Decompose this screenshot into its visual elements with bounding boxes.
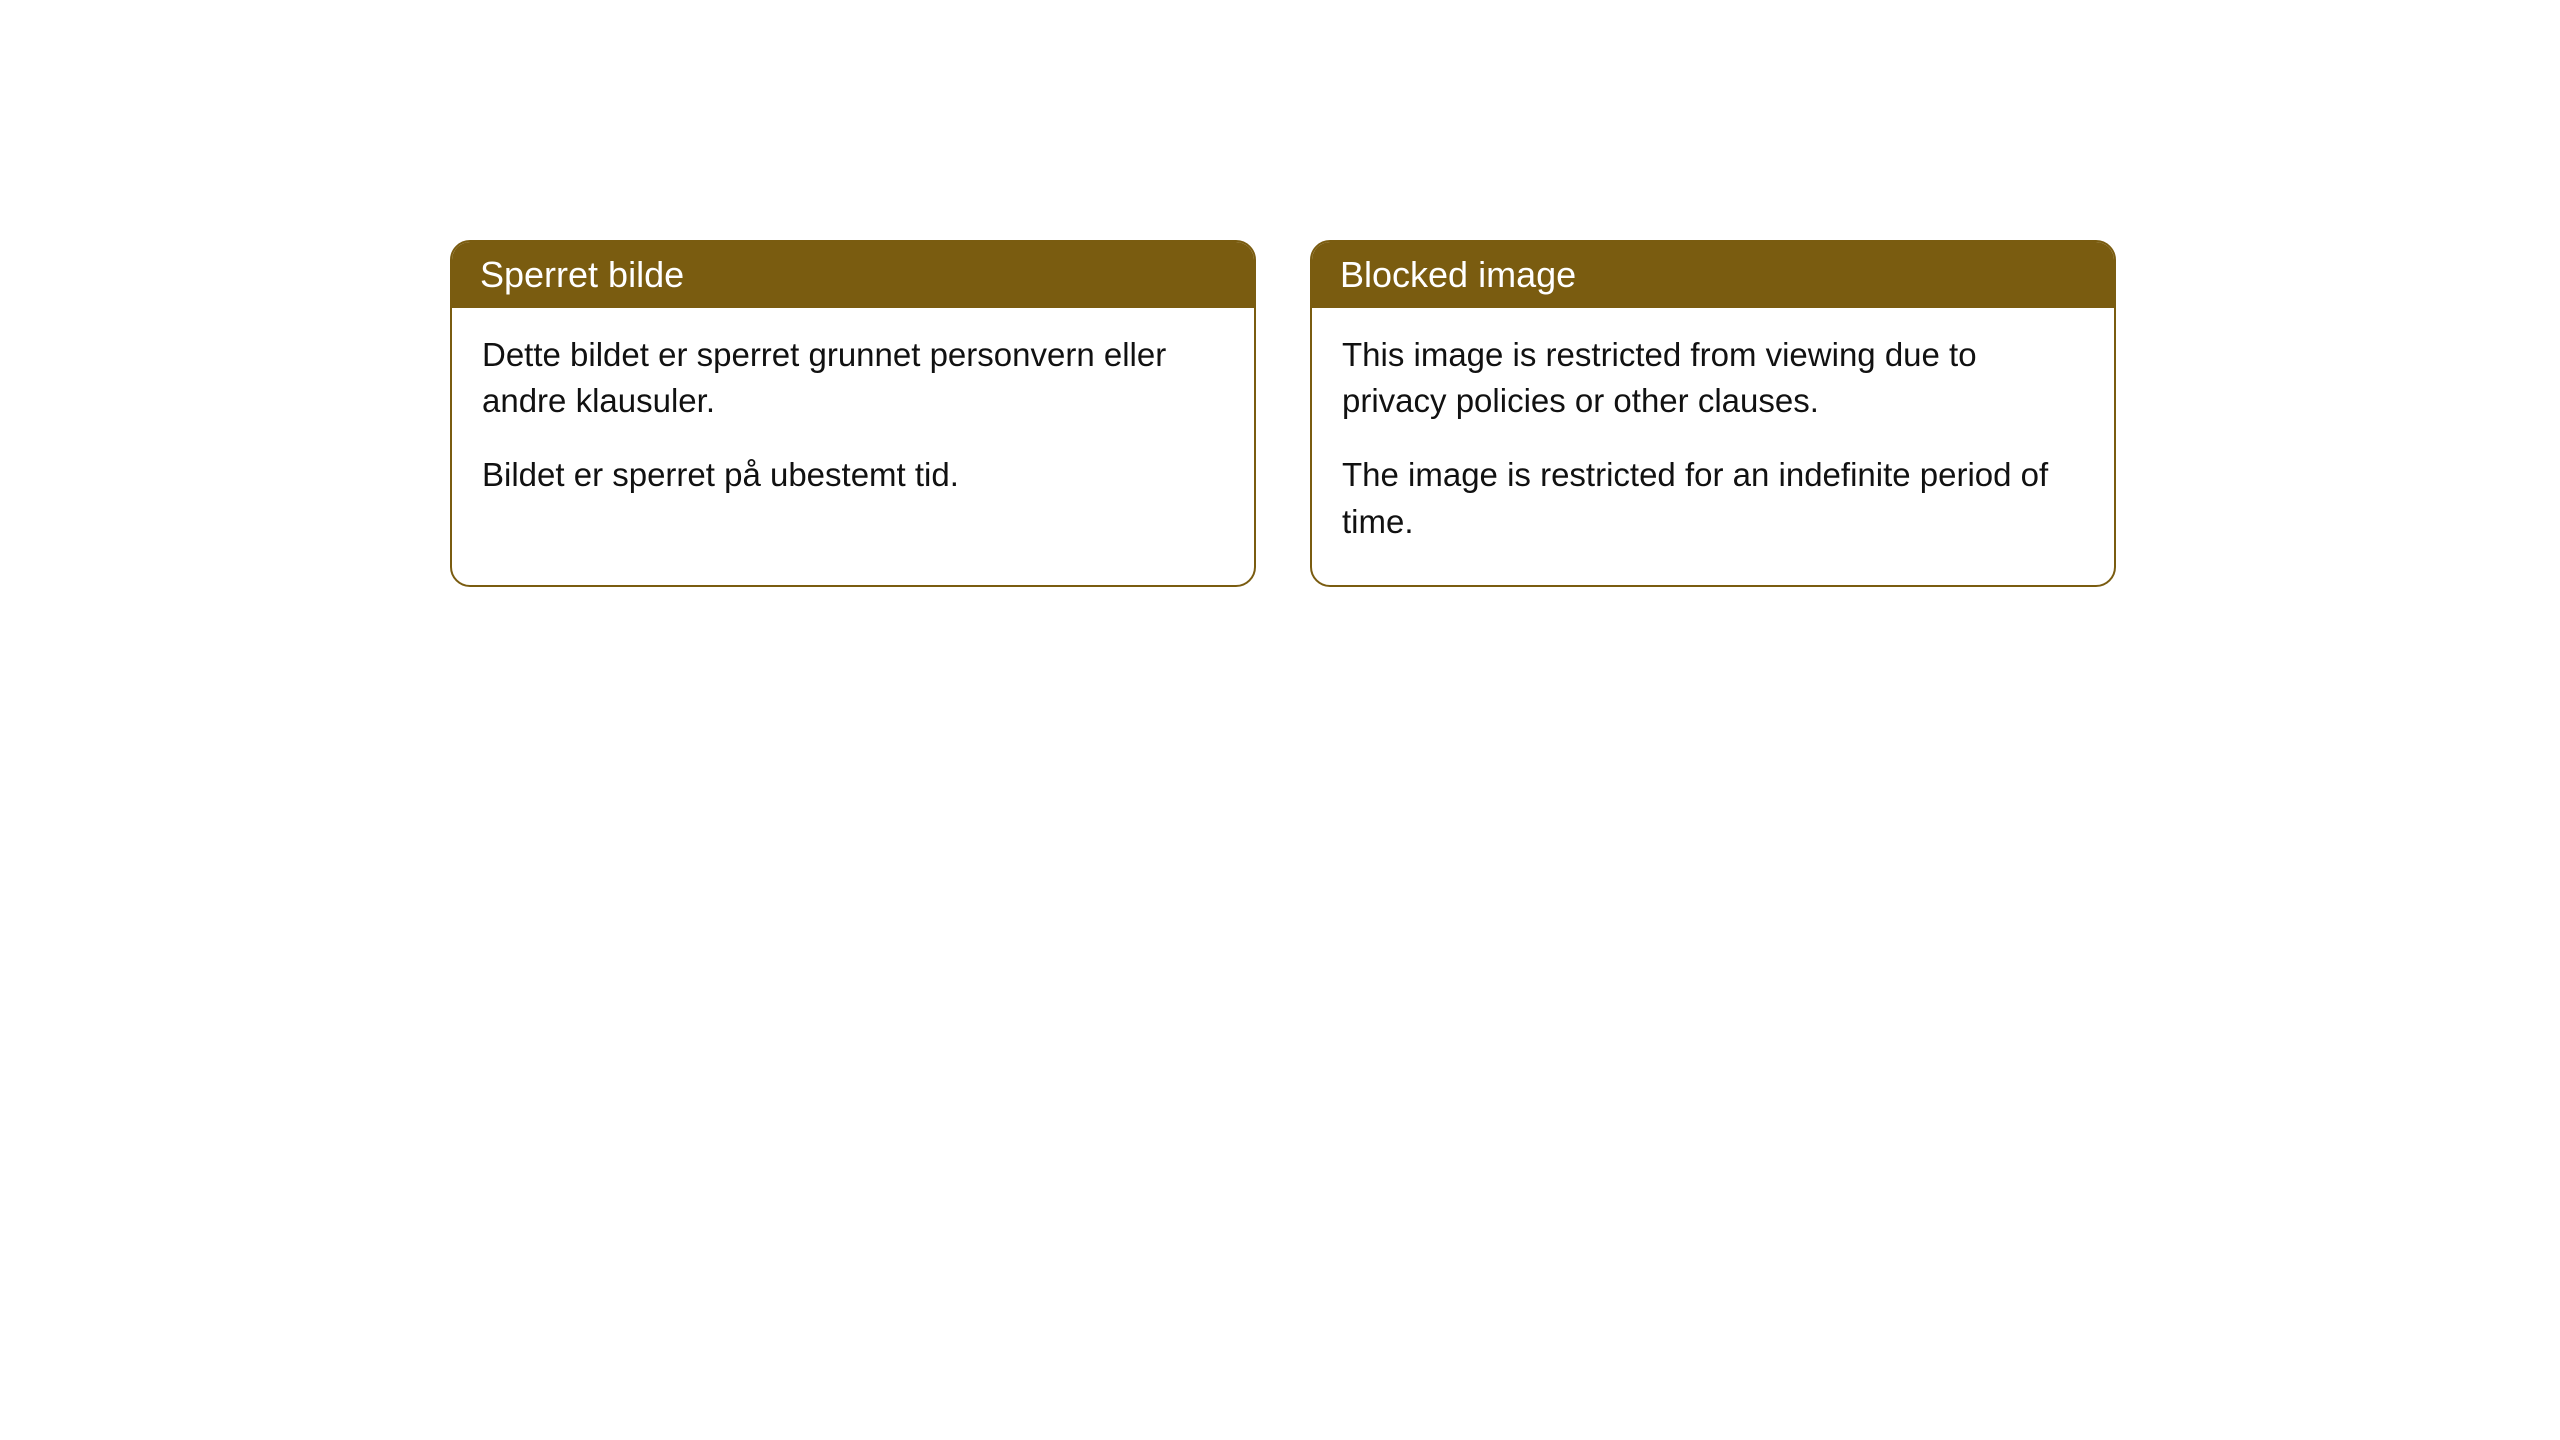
notice-card-header: Sperret bilde: [452, 242, 1254, 308]
notice-text-line: Bildet er sperret på ubestemt tid.: [482, 452, 1224, 498]
notice-card-norwegian: Sperret bilde Dette bildet er sperret gr…: [450, 240, 1256, 587]
notice-card-body: Dette bildet er sperret grunnet personve…: [452, 308, 1254, 539]
notice-text-line: This image is restricted from viewing du…: [1342, 332, 2084, 424]
notice-card-english: Blocked image This image is restricted f…: [1310, 240, 2116, 587]
notice-cards-container: Sperret bilde Dette bildet er sperret gr…: [450, 240, 2560, 587]
notice-card-body: This image is restricted from viewing du…: [1312, 308, 2114, 585]
notice-text-line: Dette bildet er sperret grunnet personve…: [482, 332, 1224, 424]
notice-card-header: Blocked image: [1312, 242, 2114, 308]
notice-text-line: The image is restricted for an indefinit…: [1342, 452, 2084, 544]
